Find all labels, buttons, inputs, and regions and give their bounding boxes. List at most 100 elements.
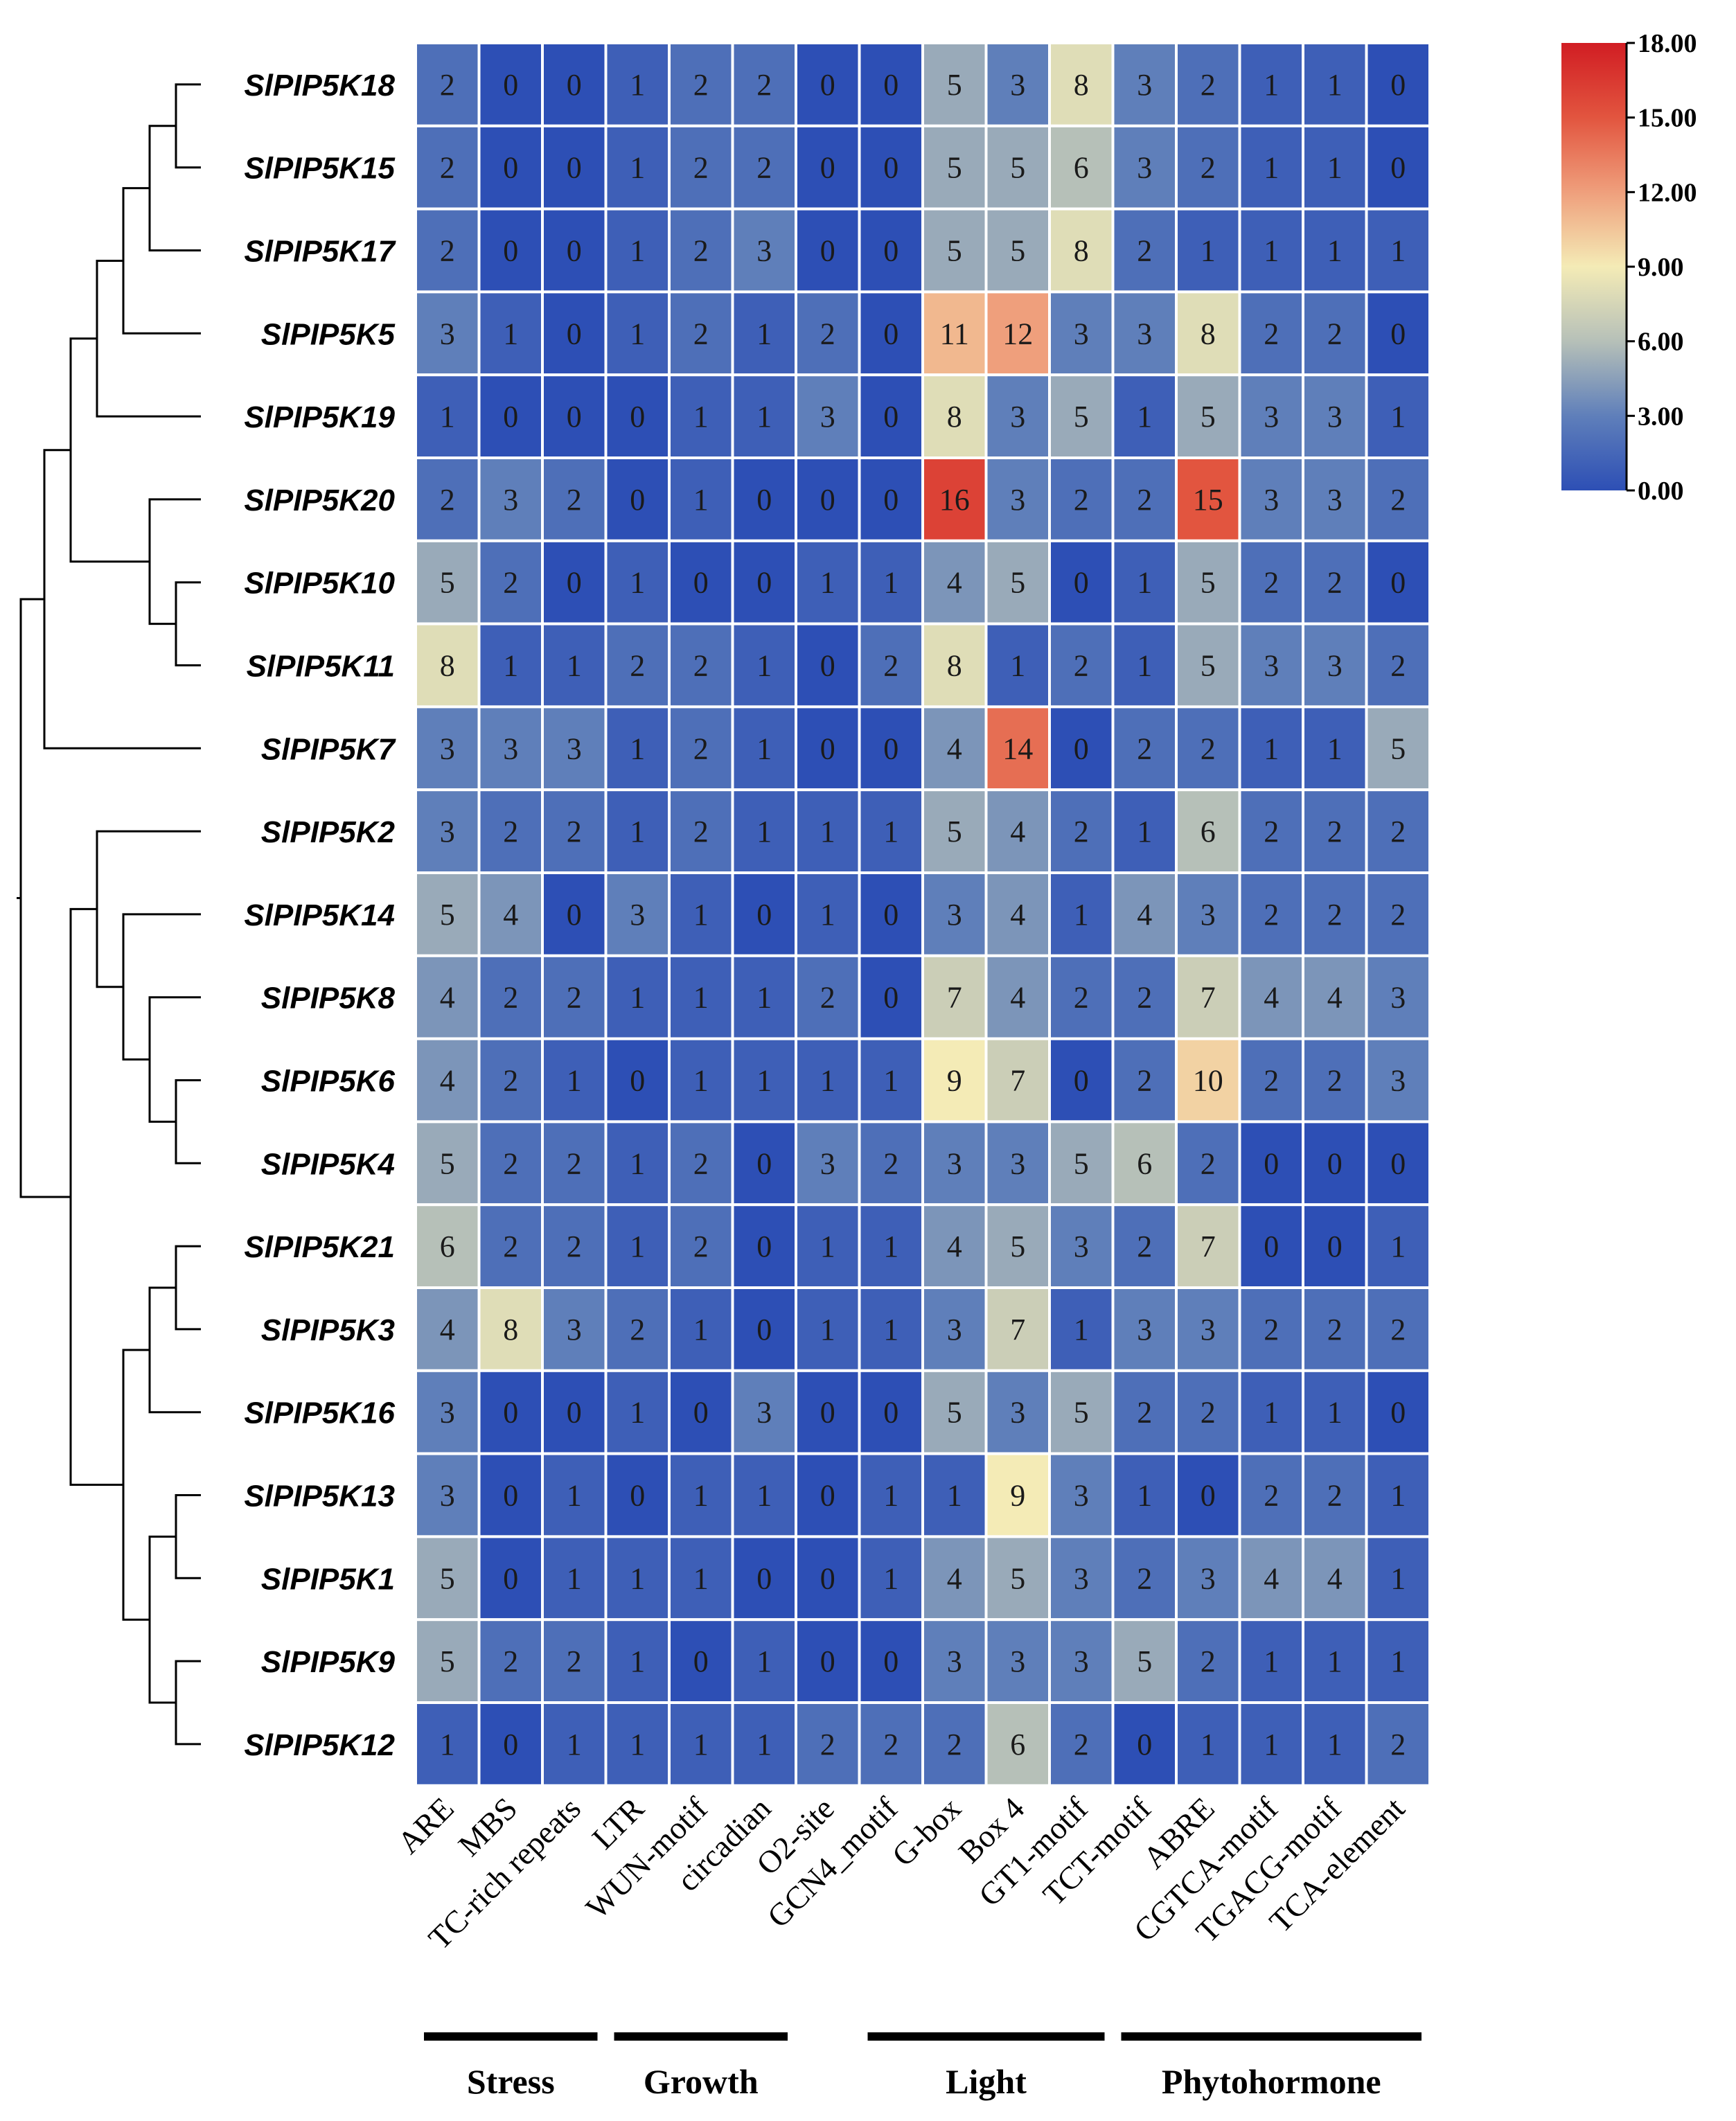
group-label: Phytohormone [1162, 2062, 1381, 2101]
cell-value-label: 5 [1201, 400, 1216, 434]
cell-value-label: 3 [1201, 1313, 1216, 1347]
cell-value-label: 2 [567, 483, 582, 517]
cell-value-label: 2 [693, 68, 709, 102]
cell-value-label: 0 [883, 1644, 898, 1678]
cell-value-label: 0 [820, 731, 835, 765]
cell-value-label: 1 [1264, 1644, 1279, 1678]
heatmap-cell [1238, 1286, 1304, 1372]
heatmap-cell [414, 1369, 481, 1455]
cell-value-label: 0 [567, 151, 582, 185]
cell-value-label: 2 [567, 1146, 582, 1180]
cell-value-label: 1 [883, 1561, 898, 1595]
cell-value-label: 3 [1327, 483, 1343, 517]
scale-tick-label: 12.00 [1638, 178, 1697, 207]
heatmap-cell [604, 539, 671, 625]
gene-label: SlPIP5K5 [261, 317, 396, 351]
cell-value-label: 2 [1074, 649, 1089, 683]
dendrogram-branch [175, 83, 201, 169]
heatmap-cell [668, 1286, 734, 1372]
heatmap-cell [1175, 1701, 1241, 1787]
heatmap-cell [477, 954, 544, 1040]
heatmap-cell [668, 788, 734, 874]
heatmap-cell [541, 124, 608, 211]
heatmap-cell [604, 871, 671, 957]
cell-value-label: 2 [503, 1064, 518, 1098]
cell-value-label: 1 [883, 815, 898, 849]
cell-value-label: 0 [820, 1479, 835, 1513]
gene-label: SlPIP5K2 [261, 815, 396, 849]
cell-value-label: 1 [693, 1064, 709, 1098]
gene-label: SlPIP5K4 [261, 1147, 395, 1181]
cell-value-label: 1 [820, 1230, 835, 1263]
gene-label: SlPIP5K10 [244, 567, 395, 601]
cell-value-label: 2 [1137, 1230, 1152, 1263]
cell-value-label: 1 [756, 317, 772, 350]
heatmap-cell [858, 1535, 924, 1622]
heatmap-cell [1048, 1120, 1115, 1207]
cell-value-label: 3 [1201, 898, 1216, 932]
cell-value-label: 2 [1327, 815, 1343, 849]
cell-value-label: 5 [440, 898, 455, 932]
cell-value-label: 2 [1390, 1728, 1406, 1761]
cell-value-label: 1 [567, 1479, 582, 1513]
cell-value-label: 0 [756, 898, 772, 932]
heatmap-cell [858, 871, 924, 957]
heatmap-cell [541, 456, 608, 542]
cell-value-label: 3 [1074, 1644, 1089, 1678]
cell-value-label: 1 [1327, 151, 1343, 185]
cell-value-label: 0 [756, 483, 772, 517]
cell-value-label: 1 [1137, 1479, 1152, 1513]
cell-value-label: 4 [1010, 981, 1025, 1015]
gene-label: SlPIP5K13 [244, 1480, 395, 1514]
heatmap-cell [984, 1037, 1051, 1124]
group-bar [614, 2032, 788, 2041]
cell-value-label: 2 [883, 1728, 898, 1761]
heatmap-cell [1048, 1618, 1115, 1704]
heatmap-cell [1365, 1535, 1431, 1622]
dendrogram-branch [96, 830, 201, 988]
cell-value-label: 5 [1074, 400, 1089, 434]
cell-value-label: 2 [1137, 234, 1152, 268]
heatmap-cell [795, 1369, 861, 1455]
cell-value-label: 1 [1137, 400, 1152, 434]
heatmap-cell [984, 705, 1051, 792]
cell-value-label: 2 [440, 483, 455, 517]
cell-value-label: 4 [1327, 1561, 1343, 1595]
dendrogram-branch [96, 259, 201, 418]
heatmap-cell [984, 456, 1051, 542]
cell-value-label: 0 [503, 1728, 518, 1761]
heatmap-cell [477, 1618, 544, 1704]
heatmap-cell [1238, 124, 1304, 211]
cell-value-label: 2 [1074, 483, 1089, 517]
heatmap-cell [921, 42, 988, 127]
cell-value-label: 1 [1264, 1396, 1279, 1430]
cell-value-label: 1 [756, 981, 772, 1015]
cell-value-label: 3 [756, 1396, 772, 1430]
heatmap-cell [795, 290, 861, 377]
cell-value-label: 0 [567, 566, 582, 600]
cell-value-label: 1 [693, 898, 709, 932]
heatmap-cell [858, 1286, 924, 1372]
dendrogram-branch [69, 907, 123, 1487]
heatmap-cell [1365, 290, 1431, 377]
cell-value-label: 2 [1390, 649, 1406, 683]
cell-value-label: 6 [1201, 815, 1216, 849]
cell-value-label: 1 [1390, 1644, 1406, 1678]
cell-value-label: 2 [440, 68, 455, 102]
cell-value-label: 1 [693, 1561, 709, 1595]
heatmap-cell [1365, 42, 1431, 127]
heatmap-cell [921, 1452, 988, 1538]
cell-value-label: 3 [1137, 1313, 1152, 1347]
heatmap-cell [795, 622, 861, 709]
cell-value-label: 3 [1010, 68, 1025, 102]
heatmap-cell [1175, 373, 1241, 460]
cell-value-label: 1 [820, 898, 835, 932]
heatmap-cell [541, 1618, 608, 1704]
cell-value-label: 0 [883, 317, 898, 350]
cell-value-label: 2 [567, 815, 582, 849]
cell-value-label: 0 [693, 1644, 709, 1678]
cell-value-label: 3 [440, 317, 455, 350]
heatmap-cell [604, 954, 671, 1040]
gene-label: SlPIP5K19 [244, 400, 395, 434]
cell-value-label: 1 [567, 1064, 582, 1098]
